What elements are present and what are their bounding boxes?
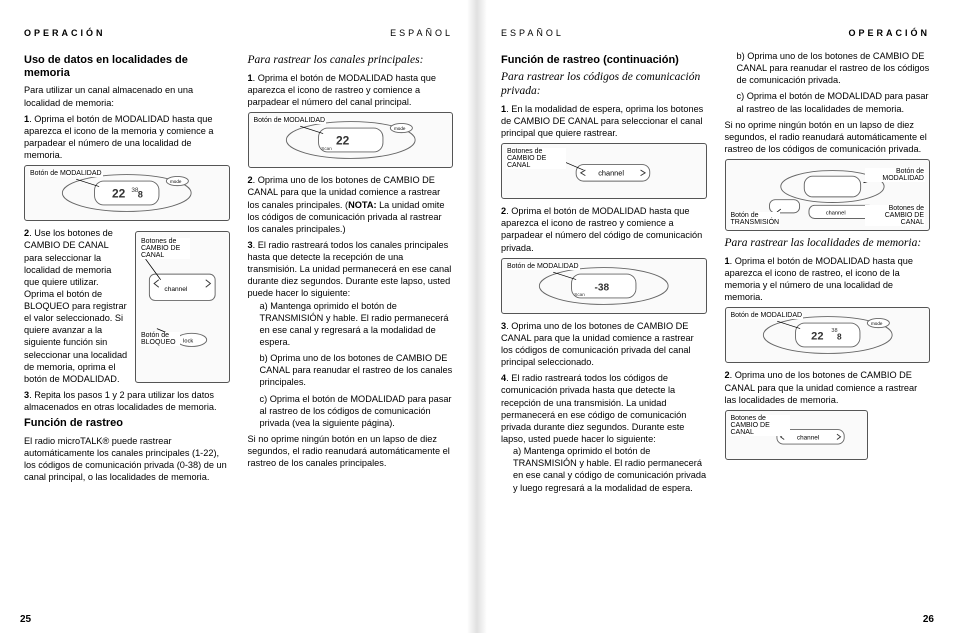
left-col1: Uso de datos en localidades de memoria P…: [24, 50, 230, 585]
figure-label-transmision: Botón de TRANSMISIÓN: [730, 212, 780, 226]
rastreo-desc: El radio microTALK® puede rastrear autom…: [24, 435, 230, 484]
svg-text:Scan: Scan: [574, 292, 585, 297]
head-espanol: ESPAÑOL: [390, 28, 453, 38]
page-left: OPERACIÓN ESPAÑOL Uso de datos en locali…: [0, 0, 477, 633]
steps-list: 2. Oprima el botón de MODALIDAD hasta qu…: [501, 205, 707, 254]
left-col2: Para rastrear los canales principales: 1…: [248, 50, 454, 585]
steps-list-3: 3. Repita los pasos 1 y 2 para utilizar …: [24, 389, 230, 413]
svg-text:mode: mode: [393, 126, 405, 131]
svg-text:channel: channel: [598, 169, 624, 178]
head-operacion: OPERACIÓN: [848, 28, 930, 38]
running-head-left: OPERACIÓN ESPAÑOL: [24, 28, 453, 38]
step2-block: 2. Use los botones de CAMBIO DE CANAL pa…: [24, 227, 230, 389]
step-1: 1. En la modalidad de espera, oprima los…: [501, 103, 707, 139]
gutter-shadow: [477, 0, 487, 633]
head-operacion: OPERACIÓN: [24, 28, 106, 38]
right-col1: Función de rastreo (continuación) Para r…: [501, 50, 707, 585]
figure-label: Botón de MODALIDAD: [29, 170, 103, 177]
figure-label: Botones de CAMBIO DE CANAL: [730, 415, 790, 436]
figure-modalidad-2: Botón de MODALIDAD 22 Scan mode: [248, 112, 454, 168]
figure-label-bloqueo: Botón de BLOQUEO: [140, 332, 180, 346]
figure-label: Botones de CAMBIO DE CANAL: [506, 148, 566, 169]
heading-rastrear-principales: Para rastrear los canales principales:: [248, 54, 454, 68]
figure-modalidupdate-4: Botón de MODALIDAD 22 38 8 mode: [725, 307, 931, 363]
columns-left: Uso de datos en localidades de memoria P…: [24, 50, 453, 585]
substep-a: a) Mantenga oprimido el botón de TRANSMI…: [260, 300, 454, 349]
substep-a: a) Mantenga oprimido el botón de TRANSMI…: [513, 445, 707, 494]
step-4: 4. El radio rastreará todos los códigos …: [501, 372, 707, 493]
figure-label: Botón de MODALIDAD: [730, 312, 804, 319]
svg-text:Scan: Scan: [321, 146, 332, 151]
svg-text:22: 22: [336, 134, 350, 148]
steps-list: 1. Oprima el botón de MODALIDAD hasta qu…: [725, 255, 931, 304]
svg-text:22: 22: [112, 187, 126, 201]
heading-rastrear-codigos: Para rastrear los códigos de comunicació…: [501, 71, 707, 99]
heading-continuacion: Función de rastreo (continuación): [501, 54, 707, 67]
figure-modalidad-1: Botón de MODALIDAD 22 38 8 mode: [24, 165, 230, 221]
closing-text: Si no oprime ningún botón en un lapso de…: [725, 119, 931, 155]
figure-cambio-canal-2: Botones de CAMBIO DE CANAL channel: [725, 410, 869, 460]
right-col2: b) Oprima uno de los botones de CAMBIO D…: [725, 50, 931, 585]
figure-multi-labels: Botón de TRANSMISIÓN Botón de MODALIDAD …: [725, 159, 931, 231]
step-2: 2. Oprima el botón de MODALIDAD hasta qu…: [501, 205, 707, 254]
svg-text:22: 22: [811, 331, 823, 343]
svg-text:channel: channel: [796, 434, 818, 441]
heading-uso-datos: Uso de datos en localidades de memoria: [24, 54, 230, 80]
page-right: ESPAÑOL OPERACIÓN Función de rastreo (co…: [477, 0, 954, 633]
svg-text:8: 8: [836, 333, 841, 342]
steps-list: 1. Oprima el botón de MODALIDAD hasta qu…: [248, 72, 454, 108]
step-2: 2. Oprima uno de los botones de CAMBIO D…: [248, 174, 454, 235]
heading-rastrear-memoria: Para rastrear las localidades de memoria…: [725, 237, 931, 251]
heading-funcion-rastreo: Función de rastreo: [24, 417, 230, 430]
steps-list: 2. Oprima uno de los botones de CAMBIO D…: [248, 174, 454, 429]
step-1: 1. Oprima el botón de MODALIDAD hasta qu…: [24, 113, 230, 162]
radio-icon: channel lock: [140, 242, 225, 372]
head-espanol: ESPAÑOL: [501, 28, 564, 38]
substep-b: b) Oprima uno de los botones de CAMBIO D…: [737, 50, 931, 86]
intro-text: Para utilizar un canal almacenado en una…: [24, 84, 230, 108]
columns-right: Función de rastreo (continuación) Para r…: [501, 50, 930, 585]
figure-label: Botón de MODALIDAD: [253, 117, 327, 124]
steps-list: 1. Oprima el botón de MODALIDAD hasta qu…: [24, 113, 230, 162]
svg-text:-38: -38: [595, 282, 610, 293]
svg-text:mode: mode: [870, 321, 882, 326]
svg-text:channel: channel: [825, 211, 845, 217]
closing-text: Si no oprime ningún botón en un lapso de…: [248, 433, 454, 469]
step-3: 3. El radio rastreará todos los canales …: [248, 239, 454, 429]
figure-label: Botón de MODALIDAD: [506, 263, 580, 270]
steps-list-2: 2. Use los botones de CAMBIO DE CANAL pa…: [24, 227, 129, 385]
figure-label-cambio: Botones de CAMBIO DE CANAL: [865, 205, 925, 226]
figure-cambio-bloqueo: Botones de CAMBIO DE CANAL channel lock …: [135, 231, 230, 383]
step-3: 3. Oprima uno de los botones de CAMBIO D…: [501, 320, 707, 369]
figure-cambio-canal: Botones de CAMBIO DE CANAL channel: [501, 143, 707, 199]
steps-list: 2. Oprima uno de los botones de CAMBIO D…: [725, 369, 931, 405]
steps-list: 3. Oprima uno de los botones de CAMBIO D…: [501, 320, 707, 494]
step-3: 3. Repita los pasos 1 y 2 para utilizar …: [24, 389, 230, 413]
step-2: 2. Use los botones de CAMBIO DE CANAL pa…: [24, 227, 129, 385]
svg-text:8: 8: [138, 190, 143, 200]
svg-text:lock: lock: [183, 339, 193, 345]
page-number-left: 25: [20, 614, 31, 625]
page-number-right: 26: [923, 614, 934, 625]
step-1: 1. Oprima el botón de MODALIDAD hasta qu…: [248, 72, 454, 108]
svg-text:mode: mode: [170, 179, 182, 184]
running-head-right: ESPAÑOL OPERACIÓN: [501, 28, 930, 38]
figure-modalidad-3: Botón de MODALIDAD -38 Scan: [501, 258, 707, 314]
gutter-shadow: [467, 0, 477, 633]
figure-label-cambio: Botones de CAMBIO DE CANAL: [140, 238, 190, 259]
svg-text:channel: channel: [164, 286, 188, 293]
substep-b: b) Oprima uno de los botones de CAMBIO D…: [260, 352, 454, 388]
step-1: 1. Oprima el botón de MODALIDAD hasta qu…: [725, 255, 931, 304]
substep-c: c) Oprima el botón de MODALIDAD para pas…: [260, 393, 454, 429]
step-2: 2. Oprima uno de los botones de CAMBIO D…: [725, 369, 931, 405]
page-spread: OPERACIÓN ESPAÑOL Uso de datos en locali…: [0, 0, 954, 633]
substep-c: c) Oprima el botón de MODALIDAD para pas…: [737, 90, 931, 114]
steps-list: 1. En la modalidad de espera, oprima los…: [501, 103, 707, 139]
figure-label-modalidad: Botón de MODALIDAD: [865, 168, 925, 182]
